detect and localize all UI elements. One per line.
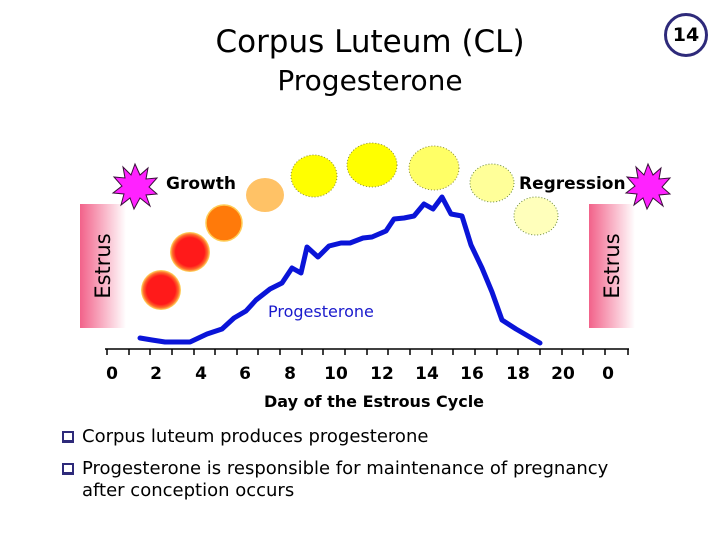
bullet-item: Progesterone is responsible for maintena… <box>62 458 642 502</box>
progesterone-line <box>137 194 543 346</box>
slide-subtitle: Progesterone <box>277 64 463 97</box>
cl-mature-2 <box>346 142 398 188</box>
cl-growing-2 <box>246 178 284 212</box>
x-tick-label: 2 <box>150 364 162 384</box>
bullet-list: Corpus luteum produces progesterone Prog… <box>62 426 642 512</box>
cl-growing-1 <box>205 204 243 242</box>
x-tick-label: 0 <box>106 364 118 384</box>
x-tick-label: 16 <box>460 364 484 384</box>
x-tick-label: 12 <box>370 364 394 384</box>
x-tick-label: 4 <box>195 364 207 384</box>
cl-regressing-2 <box>513 196 559 236</box>
starburst-icon-right <box>624 162 672 211</box>
x-axis-label: Day of the Estrous Cycle <box>264 392 485 411</box>
x-axis <box>105 348 629 355</box>
checkbox-bullet-icon <box>62 463 74 475</box>
regression-label: Regression <box>519 174 626 194</box>
progesterone-series-label: Progesterone <box>268 302 374 321</box>
x-tick-label: 20 <box>551 364 575 384</box>
cl-mature-3 <box>408 145 460 191</box>
x-tick-label: 10 <box>324 364 348 384</box>
x-tick-label: 0 <box>602 364 614 384</box>
estrus-band-left: Estrus <box>80 204 126 328</box>
cl-regressing-1 <box>469 163 515 203</box>
bullet-item: Corpus luteum produces progesterone <box>62 426 642 448</box>
bullet-text: Corpus luteum produces progesterone <box>82 426 429 447</box>
x-tick-label: 8 <box>284 364 296 384</box>
page-number-badge: 14 <box>664 13 708 57</box>
starburst-icon-left <box>111 162 159 211</box>
cl-hemorrhagic-1 <box>141 270 181 310</box>
slide-title: Corpus Luteum (CL) <box>215 24 525 60</box>
x-tick-label: 14 <box>415 364 439 384</box>
checkbox-bullet-icon <box>62 431 74 443</box>
cl-hemorrhagic-2 <box>170 232 210 272</box>
x-tick-label: 18 <box>506 364 530 384</box>
growth-label: Growth <box>166 174 236 194</box>
corpus-luteum-stages <box>141 142 559 310</box>
estrus-band-right: Estrus <box>589 204 635 328</box>
x-tick-label: 6 <box>239 364 251 384</box>
cl-mature-1 <box>290 154 338 198</box>
bullet-text: Progesterone is responsible for maintena… <box>82 458 609 501</box>
